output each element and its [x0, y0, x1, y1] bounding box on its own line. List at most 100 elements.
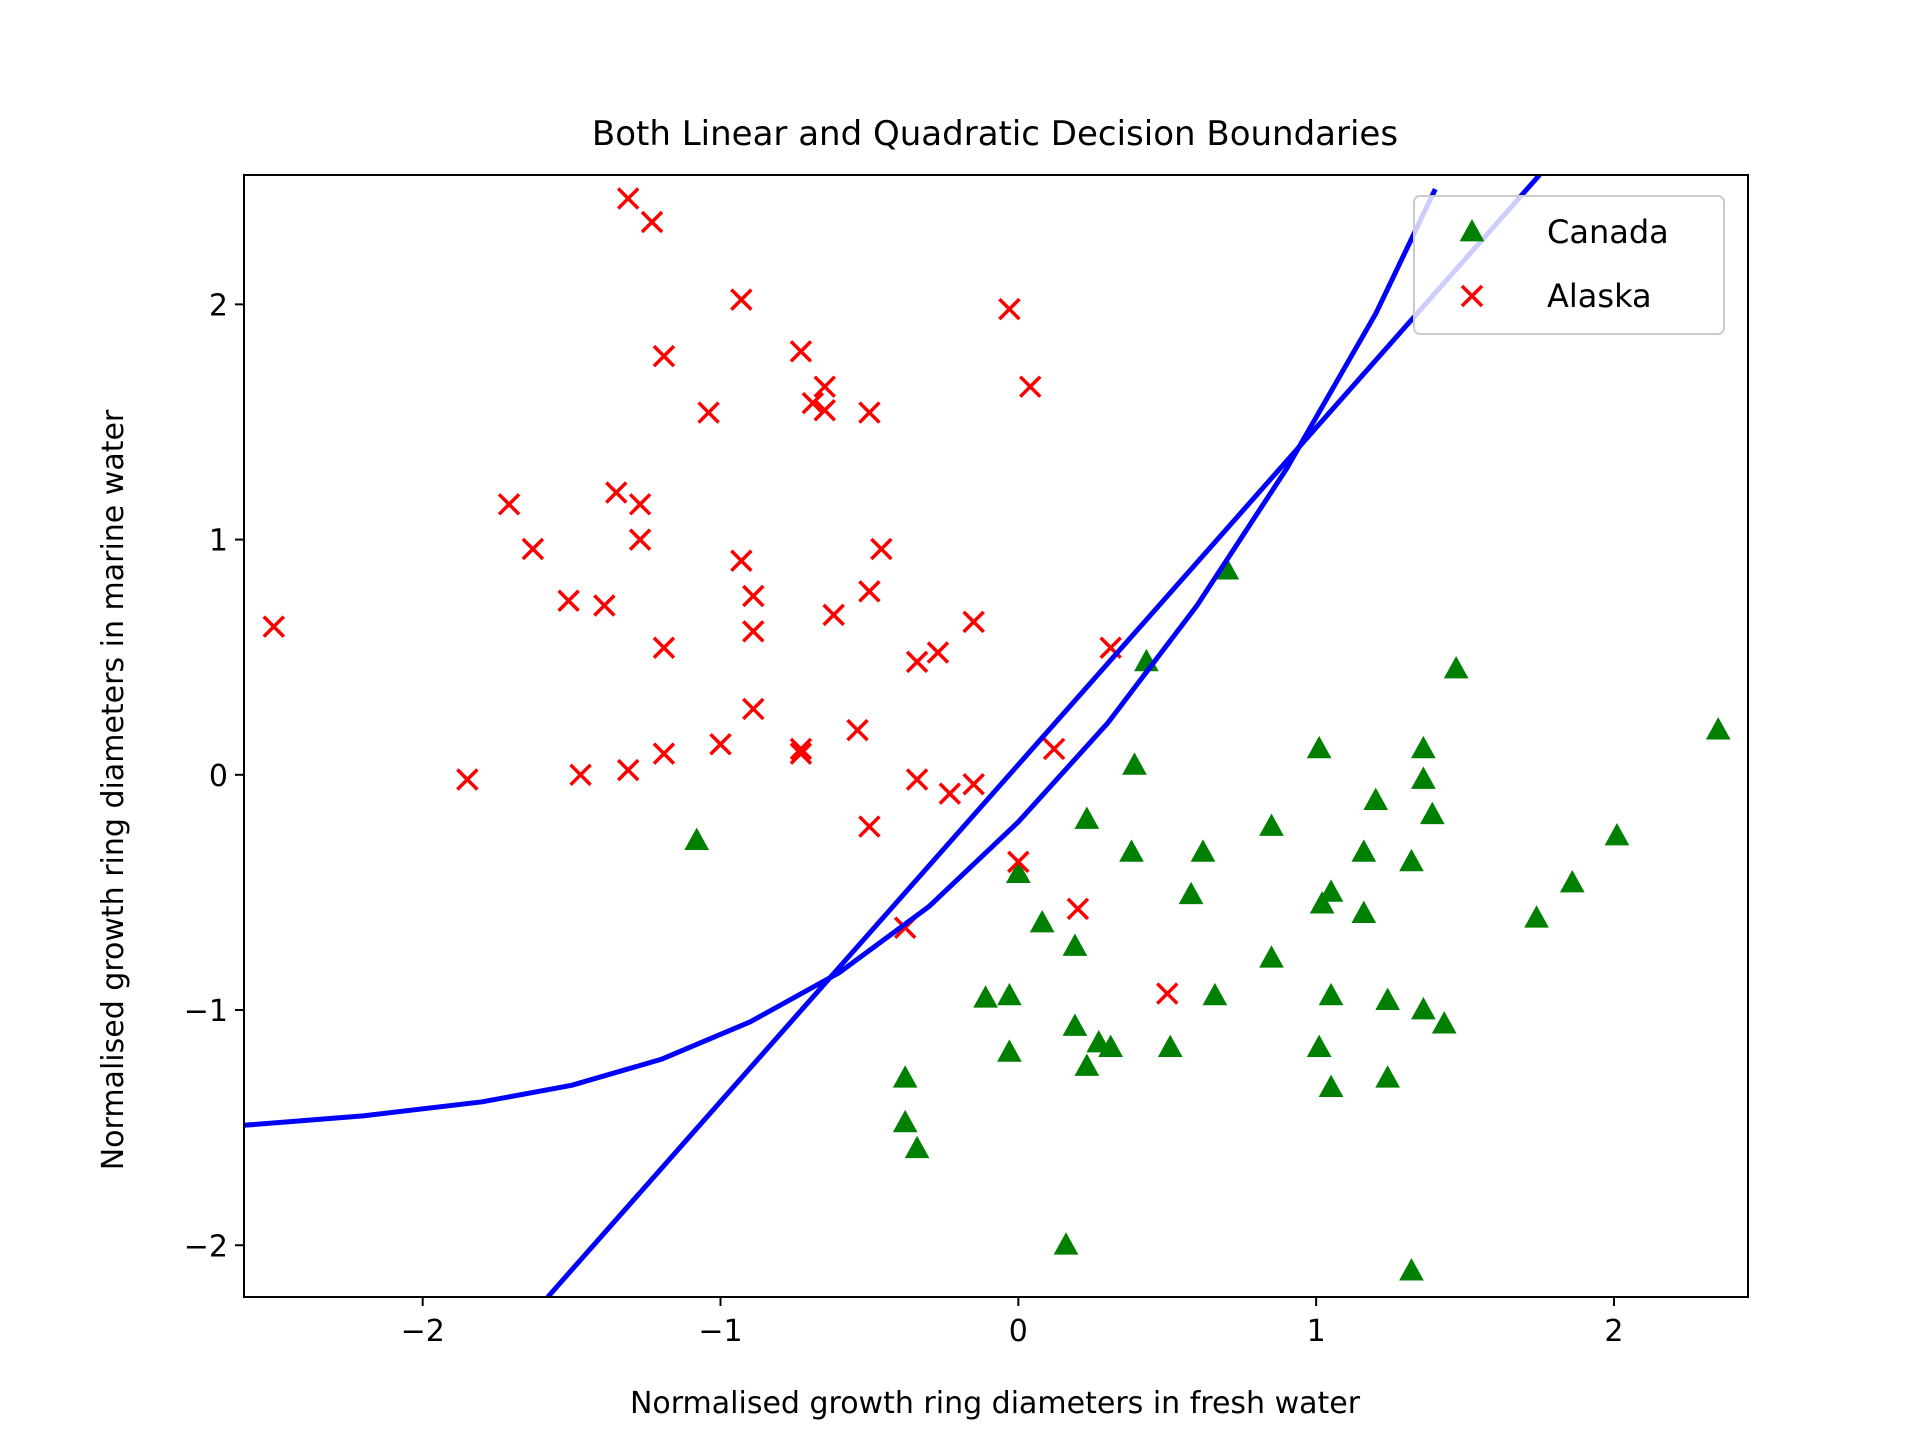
canada-point: [1318, 1074, 1344, 1098]
canada-point: [1306, 735, 1332, 759]
alaska-point: [1066, 897, 1090, 921]
alaska-point: [742, 620, 765, 643]
canada-point: [1351, 900, 1377, 923]
canada-point: [1443, 655, 1469, 679]
quadratic-boundary-line: [244, 188, 1438, 1128]
alaska-point: [926, 641, 950, 664]
x-axis-label: Normalised growth ring diameters in fres…: [630, 1386, 1361, 1421]
canada-point: [1053, 1232, 1079, 1255]
alaska-point: [962, 610, 985, 634]
alaska-point: [789, 737, 813, 761]
alaska-point: [801, 391, 825, 415]
alaska-point: [569, 763, 592, 787]
alaska-point: [605, 481, 628, 504]
alaska-point: [858, 401, 881, 424]
y-tick-label: −2: [184, 1229, 228, 1264]
alaska-point: [521, 537, 545, 561]
linear-boundary-line: [545, 175, 1542, 1297]
canada-point: [1074, 806, 1100, 829]
legend: Canada Alaska: [1413, 195, 1725, 335]
alaska-point: [709, 732, 732, 756]
alaska-point: [998, 297, 1021, 321]
canada-point: [1524, 905, 1549, 928]
alaska-point: [628, 528, 652, 551]
alaska-point: [905, 768, 929, 791]
canada-point: [1029, 910, 1055, 933]
x-tick-label: 0: [1009, 1314, 1028, 1349]
canada-point: [1411, 735, 1436, 759]
alaska-point: [1019, 375, 1042, 398]
alaska-point: [640, 210, 664, 234]
canada-point: [904, 1135, 930, 1159]
x-tick-label: −2: [401, 1314, 445, 1349]
canada-point: [1259, 813, 1284, 836]
y-tick-label: 1: [209, 524, 228, 559]
alaska-point: [1042, 737, 1066, 761]
canada-point: [1419, 801, 1445, 825]
alaska-point: [813, 375, 836, 398]
y-axis-label: Normalised growth ring diameters in mari…: [96, 409, 131, 1170]
canada-point: [684, 827, 710, 851]
canada-point: [1157, 1034, 1183, 1058]
x-tick-label: 1: [1307, 1314, 1326, 1349]
x-tick-label: 2: [1604, 1314, 1623, 1349]
x-tick-label: −1: [698, 1314, 742, 1349]
canada-point: [892, 1109, 918, 1133]
alaska-point: [652, 636, 676, 660]
alaska-point: [616, 758, 640, 782]
alaska-point: [456, 768, 479, 791]
canada-point: [1202, 982, 1228, 1006]
alaska-point: [938, 782, 962, 805]
alaska-point: [846, 718, 869, 742]
alaska-point: [262, 615, 286, 638]
legend-canada-marker: [1459, 219, 1485, 242]
alaska-point: [593, 594, 616, 617]
legend-box: [1413, 195, 1725, 335]
alaska-point: [628, 493, 652, 516]
y-tick-label: 2: [209, 288, 228, 323]
alaska-point: [962, 772, 985, 796]
alaska-point: [730, 288, 753, 311]
alaska-point: [742, 584, 765, 608]
alaska-point: [616, 187, 640, 210]
legend-canada-label: Canada: [1547, 213, 1669, 251]
canada-point: [1363, 787, 1389, 811]
axes-frame: [243, 174, 1749, 1298]
canada-point: [1190, 839, 1216, 862]
canada-point: [973, 985, 998, 1008]
alaska-point: [497, 493, 521, 516]
canada-point: [1259, 945, 1284, 968]
alaska-point: [858, 815, 881, 838]
canada-point: [1074, 1053, 1100, 1076]
y-tick-label: 0: [209, 759, 228, 794]
canada-point: [1119, 839, 1144, 862]
alaska-point: [789, 340, 813, 363]
canada-point: [997, 1039, 1022, 1062]
canada-point: [1005, 860, 1031, 883]
canada-point: [1431, 1011, 1457, 1034]
plot-area: −2 −1 0 1 2 −2 −1 0 1 2 Canada Alaska: [184, 174, 1749, 1349]
canada-point: [1604, 822, 1630, 846]
canada-point: [1399, 1258, 1424, 1281]
alaska-point: [870, 537, 893, 561]
canada-point: [1411, 766, 1436, 789]
alaska-point: [652, 742, 676, 765]
canada-point: [1306, 1034, 1332, 1058]
canada-point: [1559, 870, 1585, 893]
canada-point: [1375, 1065, 1400, 1088]
alaska-point: [1156, 982, 1179, 1005]
alaska-point: [652, 344, 676, 368]
canada-point: [1375, 987, 1400, 1010]
canada-point: [1062, 933, 1088, 956]
alaska-point: [742, 697, 765, 721]
canada-point: [1351, 839, 1377, 862]
legend-alaska-label: Alaska: [1547, 277, 1652, 315]
canada-point: [1399, 848, 1424, 872]
canada-point: [1705, 717, 1731, 740]
alaska-point: [822, 603, 845, 627]
alaska-point: [789, 742, 813, 765]
chart-title: Both Linear and Quadratic Decision Bound…: [592, 114, 1398, 154]
canada-point: [1178, 881, 1204, 905]
alaska-point: [858, 580, 881, 603]
